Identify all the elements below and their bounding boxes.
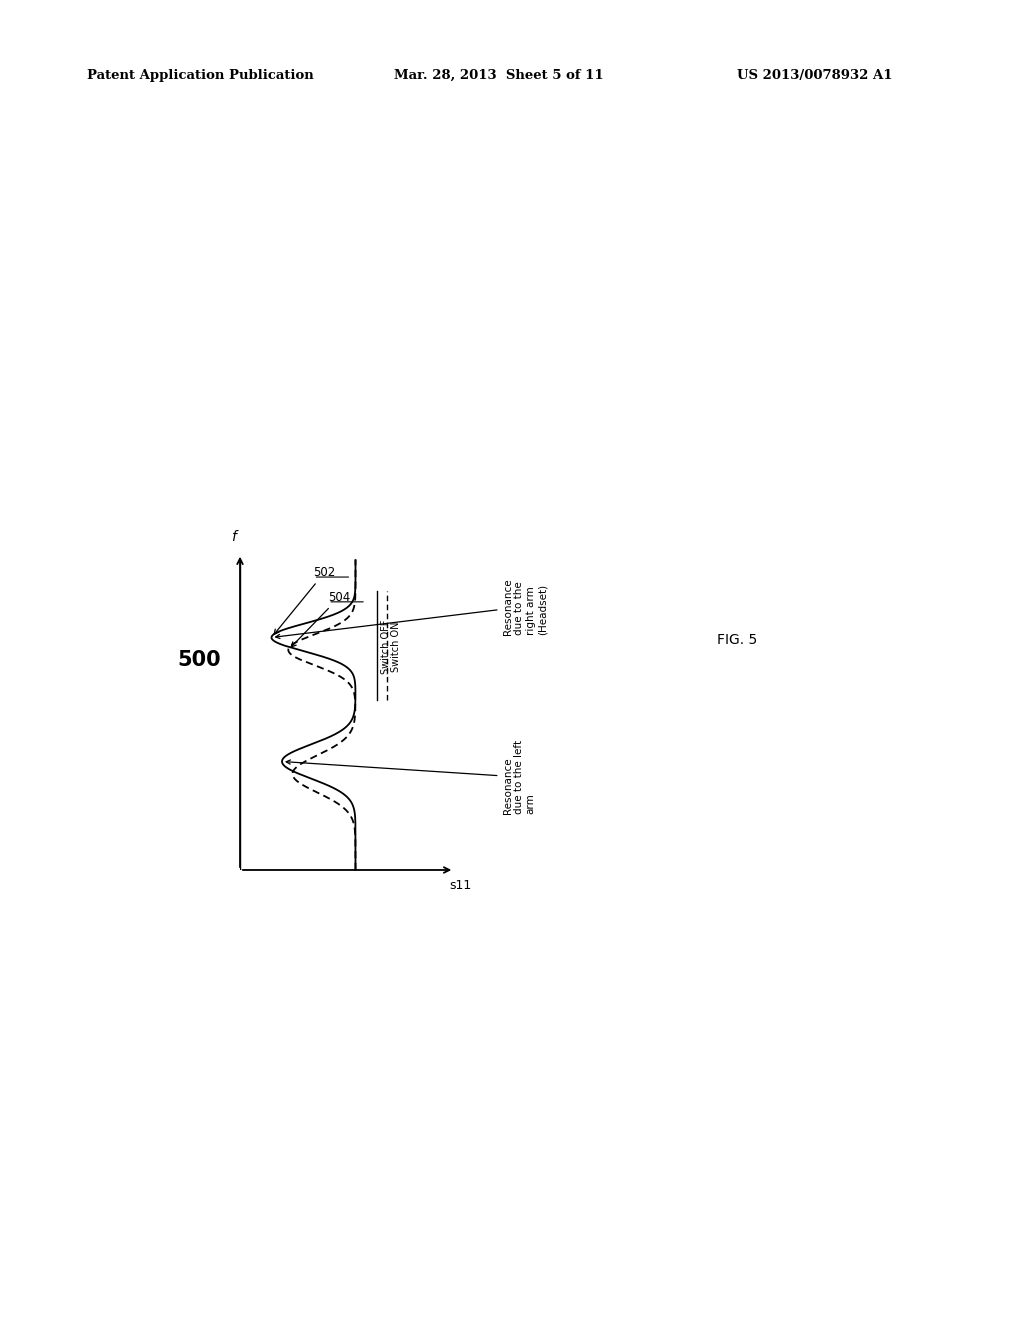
Text: Resonance
due to the left
arm: Resonance due to the left arm <box>286 741 536 814</box>
Text: FIG. 5: FIG. 5 <box>717 634 758 647</box>
Text: Switch OFF: Switch OFF <box>381 619 391 675</box>
Text: Resonance
due to the
right arm
(Headset): Resonance due to the right arm (Headset) <box>275 578 547 639</box>
Text: Mar. 28, 2013  Sheet 5 of 11: Mar. 28, 2013 Sheet 5 of 11 <box>394 69 604 82</box>
Text: s11: s11 <box>450 879 472 892</box>
Text: 500: 500 <box>178 649 221 671</box>
Text: 504: 504 <box>291 590 350 647</box>
Text: 502: 502 <box>274 566 336 635</box>
Text: US 2013/0078932 A1: US 2013/0078932 A1 <box>737 69 893 82</box>
Text: Switch ON: Switch ON <box>391 622 401 672</box>
Text: f: f <box>231 531 237 544</box>
Text: Patent Application Publication: Patent Application Publication <box>87 69 313 82</box>
